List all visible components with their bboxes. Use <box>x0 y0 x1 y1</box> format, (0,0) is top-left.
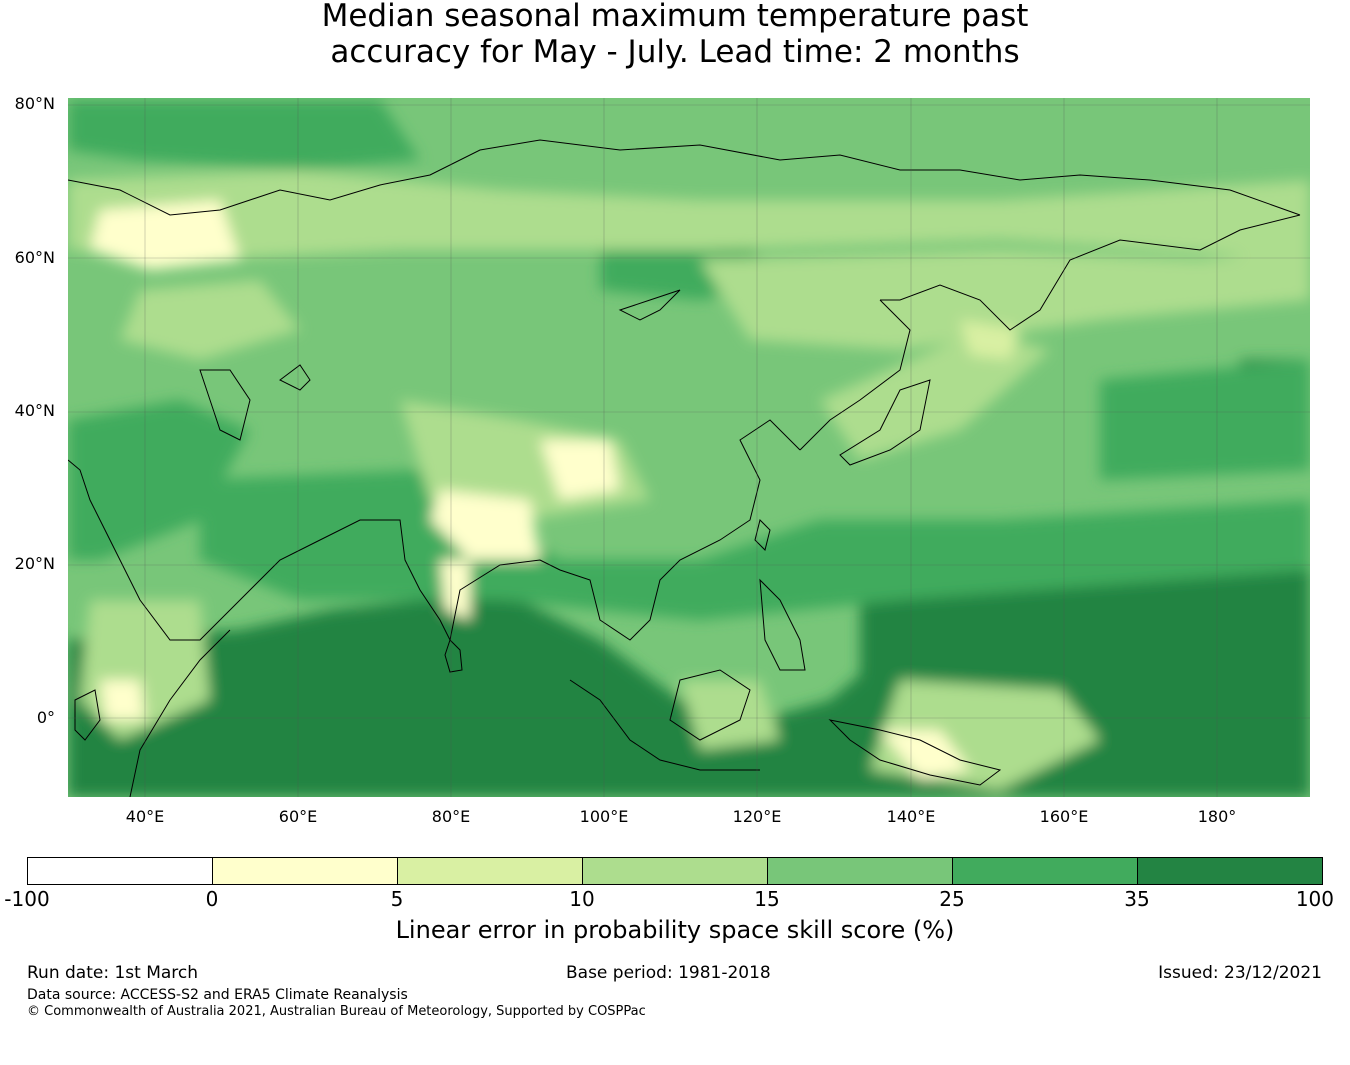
gridlines <box>68 98 1310 797</box>
colorbar-label: 15 <box>754 887 780 911</box>
lon-tick-160e: 160°E <box>1039 807 1089 826</box>
colorbar-title: Linear error in probability space skill … <box>395 916 955 944</box>
skill-score-map <box>68 98 1310 797</box>
colorbar-label: 5 <box>390 887 404 911</box>
copyright: © Commonwealth of Australia 2021, Austra… <box>27 1004 646 1019</box>
colorbar-segment-10-15 <box>583 858 768 884</box>
lat-tick-80n: 80°N <box>14 94 55 113</box>
colorbar-label: 25 <box>939 887 965 911</box>
colorbar-label: -100 <box>4 887 50 911</box>
lon-tick-140e: 140°E <box>886 807 936 826</box>
lon-tick-120e: 120°E <box>732 807 782 826</box>
lat-tick-20n: 20°N <box>14 554 55 573</box>
colorbar-segment-15-25 <box>768 858 953 884</box>
colorbar-segment-5-10 <box>398 858 583 884</box>
map-fill-layer <box>68 98 1310 797</box>
lat-tick-40n: 40°N <box>14 401 55 420</box>
colorbar-label: 10 <box>569 887 595 911</box>
colorbar-label: 35 <box>1124 887 1150 911</box>
lon-tick-40e: 40°E <box>125 807 165 826</box>
colorbar-segment-neg100-0 <box>28 858 213 884</box>
colorbar-segment-35-100 <box>1138 858 1322 884</box>
lon-tick-180: 180° <box>1197 807 1237 826</box>
map-title-line-2: accuracy for May - July. Lead time: 2 mo… <box>330 34 1020 70</box>
map-title-line-1: Median seasonal maximum temperature past <box>321 0 1029 34</box>
coastlines <box>68 139 1301 797</box>
data-source: Data source: ACCESS-S2 and ERA5 Climate … <box>27 987 408 1003</box>
colorbar-segment-25-35 <box>953 858 1138 884</box>
colorbar <box>27 857 1323 885</box>
lon-tick-80e: 80°E <box>431 807 471 826</box>
colorbar-label: 0 <box>205 887 219 911</box>
colorbar-label: 100 <box>1295 887 1334 911</box>
colorbar-segment-0-5 <box>213 858 398 884</box>
lon-tick-100e: 100°E <box>579 807 629 826</box>
lat-tick-60n: 60°N <box>14 248 55 267</box>
base-period: Base period: 1981-2018 <box>566 963 771 983</box>
lon-tick-60e: 60°E <box>278 807 318 826</box>
lat-tick-0: 0° <box>36 708 55 727</box>
issued-date: Issued: 23/12/2021 <box>1158 963 1322 983</box>
run-date: Run date: 1st March <box>27 963 199 983</box>
